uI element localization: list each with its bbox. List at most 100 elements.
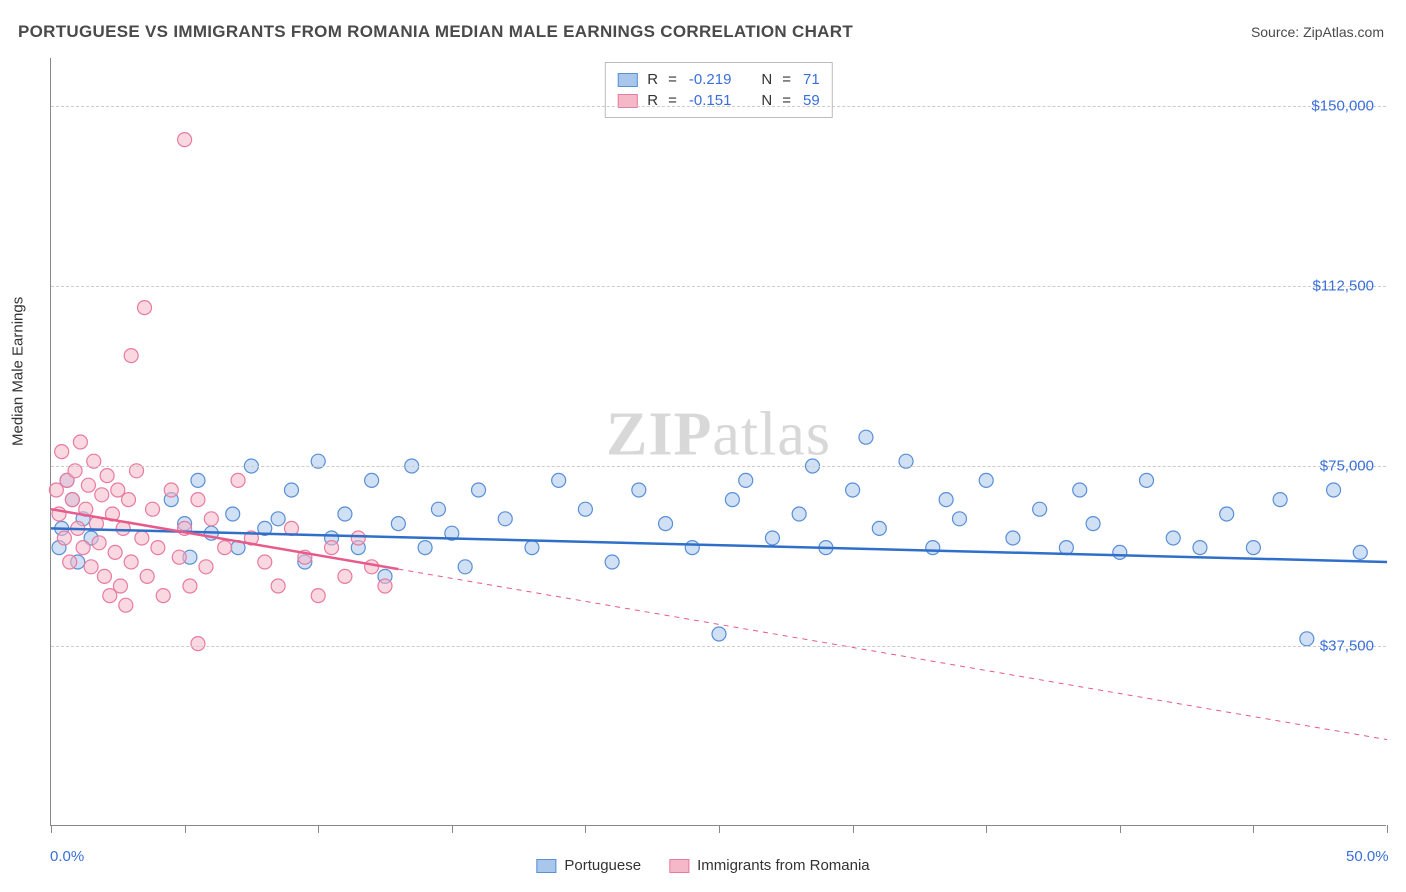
scatter-point — [191, 637, 205, 651]
y-tick-label: $150,000 — [1311, 98, 1374, 115]
gridline — [51, 466, 1386, 467]
x-tick — [51, 825, 52, 833]
scatter-point — [1140, 473, 1154, 487]
scatter-point — [859, 430, 873, 444]
bottom-legend: Portuguese Immigrants from Romania — [536, 857, 869, 874]
x-tick-label: 50.0% — [1346, 848, 1389, 865]
legend-item-1: Portuguese — [536, 857, 641, 874]
x-tick — [1120, 825, 1121, 833]
y-tick-label: $37,500 — [1320, 638, 1374, 655]
plot-svg — [51, 58, 1386, 825]
scatter-point — [119, 598, 133, 612]
scatter-point — [63, 555, 77, 569]
regression-line-extrapolated — [398, 569, 1387, 739]
scatter-point — [172, 550, 186, 564]
scatter-point — [659, 517, 673, 531]
scatter-point — [164, 483, 178, 497]
scatter-point — [1353, 545, 1367, 559]
x-tick — [452, 825, 453, 833]
x-tick — [185, 825, 186, 833]
scatter-point — [391, 517, 405, 531]
scatter-point — [1073, 483, 1087, 497]
scatter-point — [712, 627, 726, 641]
scatter-point — [365, 560, 379, 574]
scatter-point — [578, 502, 592, 516]
scatter-point — [1246, 541, 1260, 555]
scatter-point — [231, 473, 245, 487]
scatter-point — [156, 589, 170, 603]
scatter-point — [525, 541, 539, 555]
scatter-point — [204, 512, 218, 526]
scatter-point — [365, 473, 379, 487]
x-tick — [986, 825, 987, 833]
y-tick-label: $75,000 — [1320, 458, 1374, 475]
scatter-point — [92, 536, 106, 550]
scatter-point — [124, 349, 138, 363]
scatter-point — [1166, 531, 1180, 545]
chart-container: PORTUGUESE VS IMMIGRANTS FROM ROMANIA ME… — [0, 0, 1406, 892]
scatter-point — [458, 560, 472, 574]
scatter-point — [191, 493, 205, 507]
scatter-point — [725, 493, 739, 507]
scatter-point — [552, 473, 566, 487]
scatter-point — [939, 493, 953, 507]
scatter-point — [100, 469, 114, 483]
legend-label-2: Immigrants from Romania — [697, 857, 870, 874]
scatter-point — [76, 541, 90, 555]
plot-area: ZIPatlas R = -0.219 N = 71 R = -0.151 N … — [50, 58, 1386, 826]
scatter-point — [108, 545, 122, 559]
scatter-point — [140, 569, 154, 583]
source-label: Source: — [1251, 24, 1303, 40]
scatter-point — [95, 488, 109, 502]
scatter-point — [146, 502, 160, 516]
scatter-point — [1006, 531, 1020, 545]
scatter-point — [431, 502, 445, 516]
gridline — [51, 106, 1386, 107]
gridline — [51, 286, 1386, 287]
scatter-point — [1059, 541, 1073, 555]
scatter-point — [632, 483, 646, 497]
y-tick-label: $112,500 — [1313, 278, 1374, 295]
scatter-point — [926, 541, 940, 555]
scatter-point — [65, 493, 79, 507]
scatter-point — [271, 579, 285, 593]
scatter-point — [191, 473, 205, 487]
scatter-point — [97, 569, 111, 583]
scatter-point — [765, 531, 779, 545]
swatch-series2-bottom — [669, 859, 689, 873]
scatter-point — [55, 445, 69, 459]
source-value: ZipAtlas.com — [1303, 24, 1384, 40]
scatter-point — [1113, 545, 1127, 559]
scatter-point — [284, 483, 298, 497]
x-tick — [719, 825, 720, 833]
scatter-point — [979, 473, 993, 487]
scatter-point — [378, 579, 392, 593]
scatter-point — [81, 478, 95, 492]
scatter-point — [1220, 507, 1234, 521]
scatter-point — [605, 555, 619, 569]
scatter-point — [846, 483, 860, 497]
scatter-point — [121, 493, 135, 507]
x-tick — [318, 825, 319, 833]
chart-title: PORTUGUESE VS IMMIGRANTS FROM ROMANIA ME… — [18, 22, 853, 42]
x-tick — [1387, 825, 1388, 833]
scatter-point — [338, 569, 352, 583]
scatter-point — [218, 541, 232, 555]
scatter-point — [1327, 483, 1341, 497]
y-axis-label: Median Male Earnings — [10, 297, 27, 446]
x-tick — [853, 825, 854, 833]
scatter-point — [183, 579, 197, 593]
scatter-point — [199, 560, 213, 574]
scatter-point — [685, 541, 699, 555]
scatter-point — [1273, 493, 1287, 507]
source-attribution: Source: ZipAtlas.com — [1251, 24, 1384, 40]
legend-label-1: Portuguese — [564, 857, 641, 874]
scatter-point — [151, 541, 165, 555]
scatter-point — [1300, 632, 1314, 646]
scatter-point — [57, 531, 71, 545]
scatter-point — [351, 531, 365, 545]
scatter-point — [418, 541, 432, 555]
scatter-point — [338, 507, 352, 521]
scatter-point — [84, 560, 98, 574]
scatter-point — [952, 512, 966, 526]
